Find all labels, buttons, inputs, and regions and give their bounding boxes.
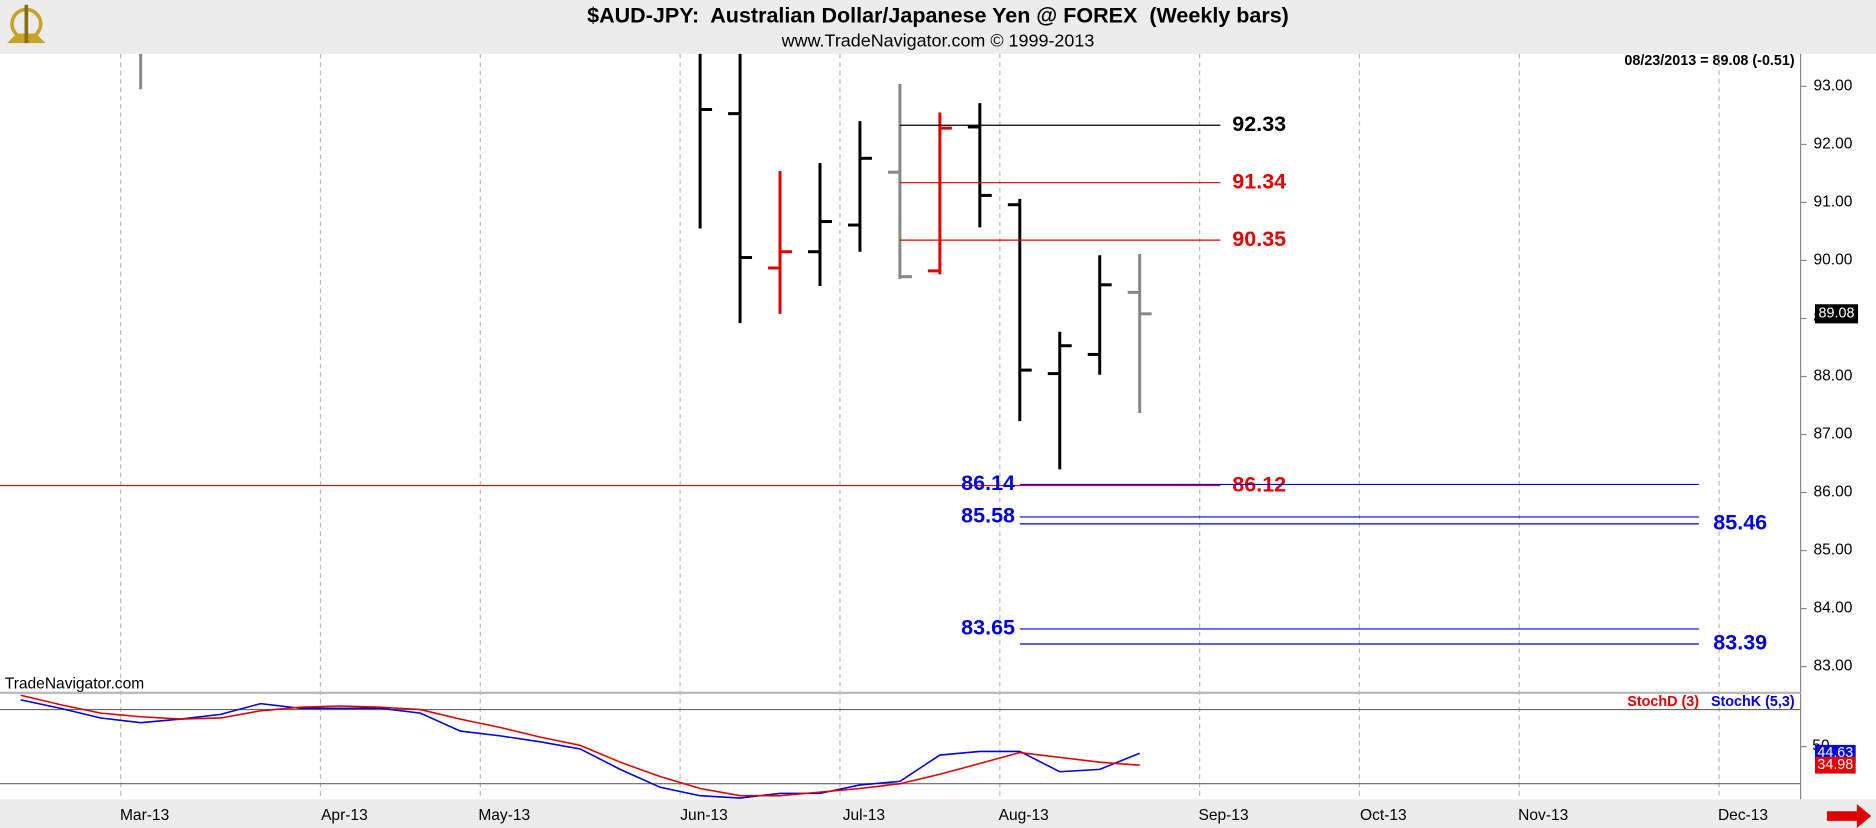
retracement-label: 91.34 <box>1232 169 1286 193</box>
stoch-line <box>20 699 1140 799</box>
chart-title: $AUD-JPY: Australian Dollar/Japanese Yen… <box>587 3 1289 27</box>
y-tick-label: 83.00 <box>1813 658 1852 675</box>
x-tick-label: Mar-13 <box>120 807 169 824</box>
date-band <box>0 799 1876 828</box>
x-tick-label: Aug-13 <box>999 807 1049 824</box>
last-price-box <box>1814 304 1859 324</box>
chart-subtitle: www.TradeNavigator.com © 1999-2013 <box>781 31 1095 51</box>
x-tick-label: Nov-13 <box>1518 807 1568 824</box>
last-price-label: 89.08 <box>1819 306 1855 322</box>
retracement-label: 92.33 <box>1232 112 1286 136</box>
y-tick-label: 90.00 <box>1813 252 1852 269</box>
y-tick-label: 91.00 <box>1813 194 1852 211</box>
scroll-arrow[interactable] <box>1826 804 1872 828</box>
x-tick-label: Jul-13 <box>843 807 885 824</box>
target-label: 86.14 <box>961 471 1015 495</box>
target-label: 83.65 <box>961 616 1015 640</box>
target-label: 83.39 <box>1713 631 1767 655</box>
end-value-box <box>1814 756 1856 774</box>
legend-entry: StochK (5,3) <box>1711 694 1795 710</box>
legend-entry: StochD (3) <box>1627 694 1699 710</box>
x-tick-label: Sep-13 <box>1198 807 1248 824</box>
x-tick-label: Dec-13 <box>1718 807 1768 824</box>
watermark: TradeNavigator.com <box>5 676 144 693</box>
y-tick-label: 92.00 <box>1813 135 1852 152</box>
x-tick-label: May-13 <box>478 807 530 824</box>
stoch-line <box>20 694 1140 797</box>
x-tick-label: Jun-13 <box>680 807 728 824</box>
x-tick-label: Oct-13 <box>1360 807 1407 824</box>
target-label: 85.58 <box>961 504 1015 528</box>
last-value-text: 08/23/2013 = 89.08 (-0.51) <box>1624 53 1794 69</box>
target-label: 85.46 <box>1713 511 1767 535</box>
y-tick-label: 93.00 <box>1813 77 1852 94</box>
retracement-label: 90.35 <box>1232 227 1286 251</box>
y-tick-label: 86.00 <box>1813 484 1852 501</box>
y-tick-label: 87.00 <box>1813 426 1852 443</box>
bars <box>139 53 1152 470</box>
y-tick-label: 88.00 <box>1813 368 1852 385</box>
x-tick-label: Apr-13 <box>321 807 368 824</box>
title-band <box>0 0 1876 54</box>
y-tick-label: 84.00 <box>1813 600 1852 617</box>
end-value-label: 34.98 <box>1817 757 1853 773</box>
logo <box>7 4 46 44</box>
y-tick-label: 85.00 <box>1813 542 1852 559</box>
